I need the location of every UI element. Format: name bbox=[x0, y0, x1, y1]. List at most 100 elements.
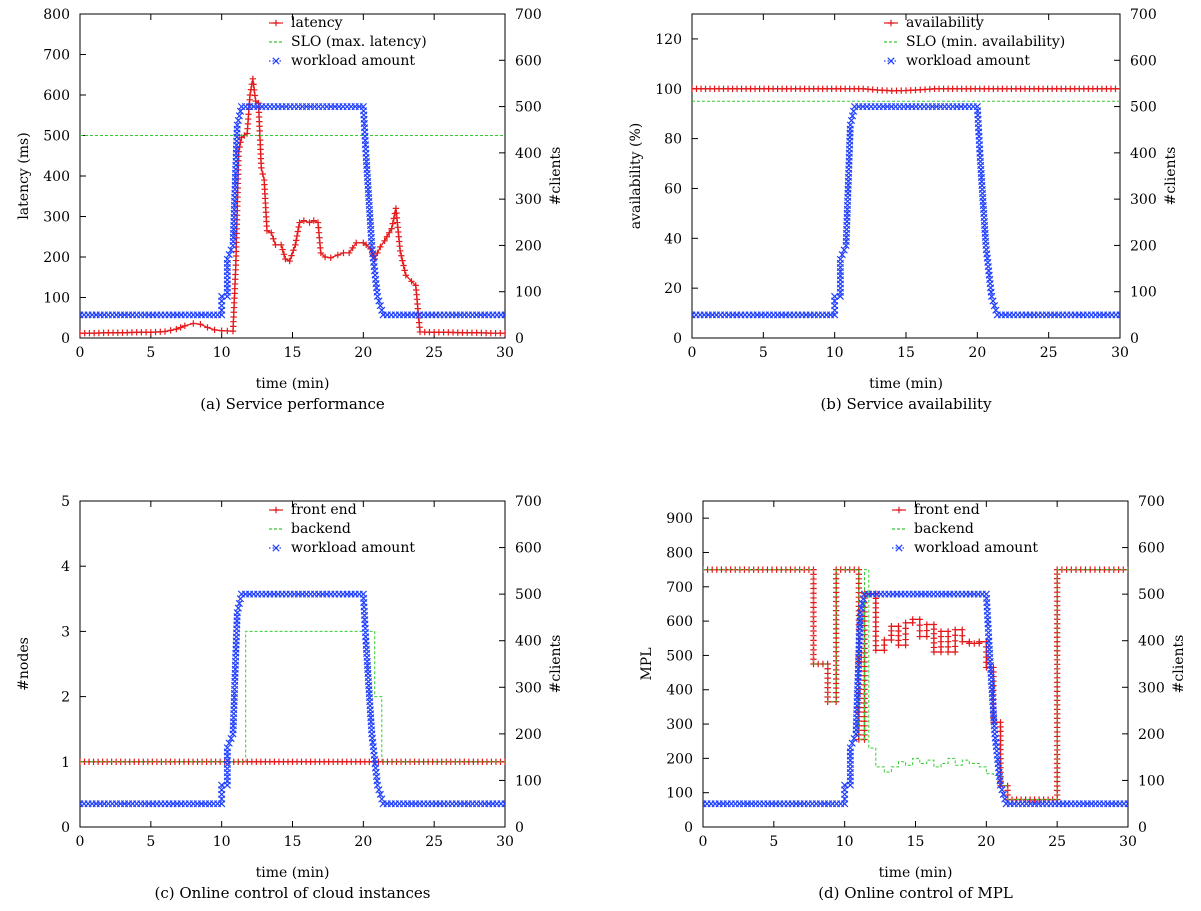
data-point-marker bbox=[197, 321, 204, 328]
y2-axis-label: #clients bbox=[548, 147, 564, 206]
y-tick-label: 0 bbox=[61, 331, 70, 347]
data-point-marker bbox=[990, 301, 999, 310]
data-point-marker bbox=[902, 619, 909, 627]
x-tick-label: 10 bbox=[213, 834, 231, 850]
chart-panel-d: 0 5 10 15 20 25 300100200300400500600700800900… bbox=[639, 494, 1187, 902]
x-tick-label: 20 bbox=[354, 345, 372, 361]
data-point-marker bbox=[501, 311, 505, 319]
data-point-marker bbox=[951, 626, 959, 633]
y2-tick-label: 500 bbox=[515, 100, 542, 116]
data-point-marker bbox=[951, 632, 959, 639]
y2-tick-label: 0 bbox=[1138, 820, 1147, 836]
y2-tick-label: 300 bbox=[1130, 192, 1157, 208]
y2-tick-label: 600 bbox=[515, 53, 542, 69]
data-point-marker bbox=[976, 638, 983, 645]
x-tick-label: 15 bbox=[284, 834, 302, 850]
data-point-marker bbox=[987, 292, 996, 300]
data-point-marker bbox=[300, 217, 308, 224]
data-point-marker bbox=[190, 320, 197, 327]
data-point-marker bbox=[224, 327, 231, 335]
y2-tick-label: 700 bbox=[515, 7, 542, 23]
data-point-marker bbox=[923, 621, 931, 628]
y-tick-label: 300 bbox=[43, 210, 70, 226]
data-point-marker bbox=[902, 641, 909, 649]
data-point-marker bbox=[290, 247, 297, 254]
data-point-marker bbox=[270, 235, 277, 242]
data-point-marker bbox=[402, 272, 410, 279]
y-tick-label: 3 bbox=[61, 624, 70, 640]
y2-tick-label: 700 bbox=[1130, 7, 1157, 23]
data-point-marker bbox=[353, 239, 360, 247]
data-point-marker bbox=[167, 327, 174, 334]
legend-label: backend bbox=[291, 521, 351, 537]
data-point-marker bbox=[272, 241, 279, 249]
y-tick-label: 800 bbox=[666, 545, 693, 561]
y2-tick-label: 0 bbox=[1130, 331, 1139, 347]
legend-label: front end bbox=[914, 502, 980, 518]
data-point-marker bbox=[930, 648, 938, 656]
series-line-backend bbox=[80, 630, 505, 763]
data-point-marker bbox=[846, 744, 854, 752]
y-tick-label: 4 bbox=[61, 559, 70, 575]
y-tick-label: 2 bbox=[61, 690, 70, 706]
series-line-workload-amount bbox=[80, 593, 505, 805]
data-point-marker bbox=[1124, 566, 1128, 573]
y2-axis-label: #clients bbox=[548, 635, 564, 694]
data-point-marker bbox=[836, 255, 844, 263]
x-tick-label: 0 bbox=[76, 345, 85, 361]
data-point-marker bbox=[376, 790, 384, 799]
data-point-marker bbox=[923, 633, 931, 640]
y-tick-label: 5 bbox=[61, 494, 70, 510]
data-point-marker bbox=[250, 81, 257, 88]
panel-caption: (d) Online control of MPL bbox=[818, 884, 1013, 902]
data-point-marker bbox=[375, 786, 383, 794]
data-point-marker bbox=[998, 786, 1006, 794]
data-point-marker bbox=[223, 744, 231, 752]
y2-axis-label: #clients bbox=[1163, 147, 1179, 206]
x-tick-label: 30 bbox=[1119, 834, 1137, 850]
y-axis-label: MPL bbox=[639, 647, 655, 680]
y-tick-label: 0 bbox=[684, 820, 693, 836]
x-tick-label: 25 bbox=[1048, 834, 1066, 850]
data-point-marker bbox=[362, 241, 370, 249]
series-line-backend bbox=[703, 569, 1128, 800]
data-point-marker bbox=[345, 249, 353, 257]
legend-label: workload amount bbox=[291, 540, 415, 556]
data-point-marker bbox=[349, 244, 356, 252]
y-tick-label: 200 bbox=[666, 751, 693, 767]
data-point-marker bbox=[272, 544, 280, 552]
data-point-marker bbox=[376, 301, 384, 310]
series-markers bbox=[80, 102, 505, 319]
data-point-marker bbox=[161, 328, 169, 335]
data-point-marker bbox=[225, 739, 233, 747]
x-tick-label: 5 bbox=[769, 834, 778, 850]
y2-tick-label: 600 bbox=[1130, 53, 1157, 69]
y-tick-label: 300 bbox=[666, 717, 693, 733]
y2-tick-label: 0 bbox=[515, 331, 524, 347]
data-point-marker bbox=[227, 734, 235, 743]
y2-tick-label: 200 bbox=[1138, 727, 1165, 743]
data-point-marker bbox=[847, 116, 856, 125]
data-point-marker bbox=[340, 249, 347, 257]
data-point-marker bbox=[916, 627, 923, 635]
y-tick-label: 700 bbox=[43, 48, 70, 64]
data-point-marker bbox=[268, 229, 275, 236]
y-tick-label: 700 bbox=[666, 580, 693, 596]
data-point-marker bbox=[959, 638, 966, 645]
data-point-marker bbox=[327, 254, 334, 262]
data-point-marker bbox=[204, 324, 211, 331]
y2-tick-label: 500 bbox=[1130, 100, 1157, 116]
legend-label: workload amount bbox=[906, 53, 1030, 69]
series-line-workload-amount bbox=[703, 593, 1128, 805]
legend-label: front end bbox=[291, 502, 357, 518]
y2-tick-label: 200 bbox=[515, 727, 542, 743]
legend: latency SLO (max. latency) workload amount bbox=[269, 15, 427, 69]
legend-label: availability bbox=[906, 15, 984, 31]
legend: front end backend workload amount bbox=[269, 502, 415, 556]
data-point-marker bbox=[181, 322, 189, 330]
data-point-marker bbox=[272, 19, 280, 27]
series-layer bbox=[80, 590, 505, 808]
data-point-marker bbox=[401, 267, 408, 274]
data-point-marker bbox=[902, 625, 909, 632]
data-point-marker bbox=[501, 758, 505, 765]
